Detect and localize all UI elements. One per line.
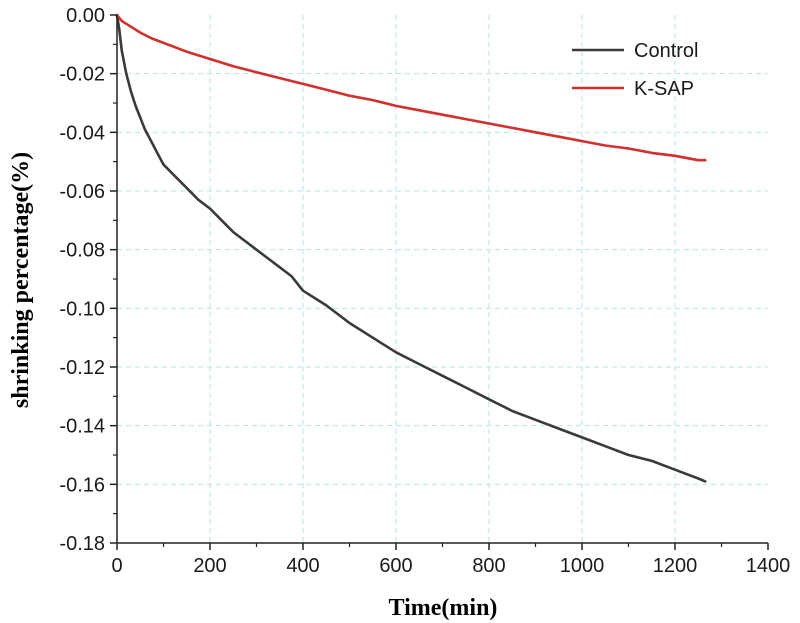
y-tick-label: -0.16 bbox=[59, 474, 105, 496]
x-tick-label: 200 bbox=[193, 555, 226, 577]
legend-label-k-sap: K-SAP bbox=[634, 78, 694, 100]
y-tick-label: -0.04 bbox=[59, 122, 105, 144]
y-tick-label: 0.00 bbox=[66, 5, 105, 27]
x-tick-label: 600 bbox=[379, 555, 412, 577]
x-tick-label: 0 bbox=[111, 555, 122, 577]
series-group bbox=[115, 13, 707, 483]
ticks: 0 200 400 600 800 1000 1200 1400 0.00 -0.02 -0.04 -… bbox=[59, 5, 790, 577]
y-tick-label: -0.02 bbox=[59, 64, 105, 86]
x-tick-label: 1400 bbox=[746, 555, 791, 577]
grid bbox=[117, 15, 768, 543]
y-tick-label: -0.12 bbox=[59, 357, 105, 379]
y-tick-label: -0.14 bbox=[59, 416, 105, 438]
legend-label-control: Control bbox=[634, 40, 698, 62]
y-tick-label: -0.18 bbox=[59, 533, 105, 555]
y-tick-label: -0.08 bbox=[59, 240, 105, 262]
x-tick-label: 1200 bbox=[653, 555, 698, 577]
y-tick-label: -0.10 bbox=[59, 298, 105, 320]
series-line-control bbox=[115, 13, 707, 483]
x-tick-label: 400 bbox=[286, 555, 319, 577]
x-tick-label: 800 bbox=[472, 555, 505, 577]
legend: Control K-SAP bbox=[572, 40, 698, 100]
series-line-k-sap bbox=[115, 13, 707, 162]
x-tick-label: 1000 bbox=[560, 555, 605, 577]
x-axis-title: Time(min) bbox=[389, 595, 498, 621]
y-tick-label: -0.06 bbox=[59, 181, 105, 203]
y-axis-title: shrinking percentage(%) bbox=[8, 152, 34, 408]
